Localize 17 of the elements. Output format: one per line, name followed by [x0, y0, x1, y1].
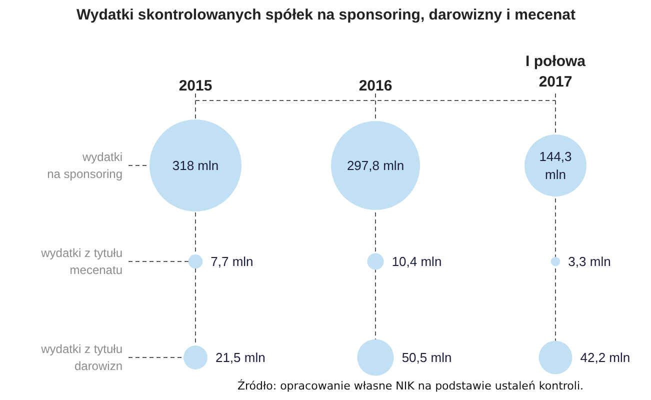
text: Wydatki skontrolowanych spółek na sponsoring, darowizny i mecenat — [76, 6, 576, 24]
data-label: 7,7 mln — [210, 254, 254, 269]
category-label: wydatki z tytułu darowizn — [41, 342, 123, 373]
data-label: 297,8 mln — [346, 158, 404, 173]
data-label: 3,3 mln — [568, 254, 611, 269]
category-label: I połowa 2017 — [526, 53, 586, 90]
data-label: 144,3 mln — [539, 149, 572, 182]
data-label: 42,2 mln — [580, 350, 630, 365]
category-label: wydatki na sponsoring — [47, 150, 123, 181]
data-label: 318 mln — [172, 158, 219, 173]
category-label: 2015 — [178, 78, 212, 94]
category-label: wydatki z tytułu mecenatu — [41, 246, 123, 277]
text: Źródło: opracowanie własne NIK na podstawie ustaleń kontroli. — [237, 378, 584, 392]
category-label: 2016 — [358, 78, 392, 94]
data-label: 50,5 mln — [402, 350, 452, 365]
data-label: 10,4 mln — [392, 254, 442, 269]
data-label: 21,5 mln — [215, 350, 266, 365]
